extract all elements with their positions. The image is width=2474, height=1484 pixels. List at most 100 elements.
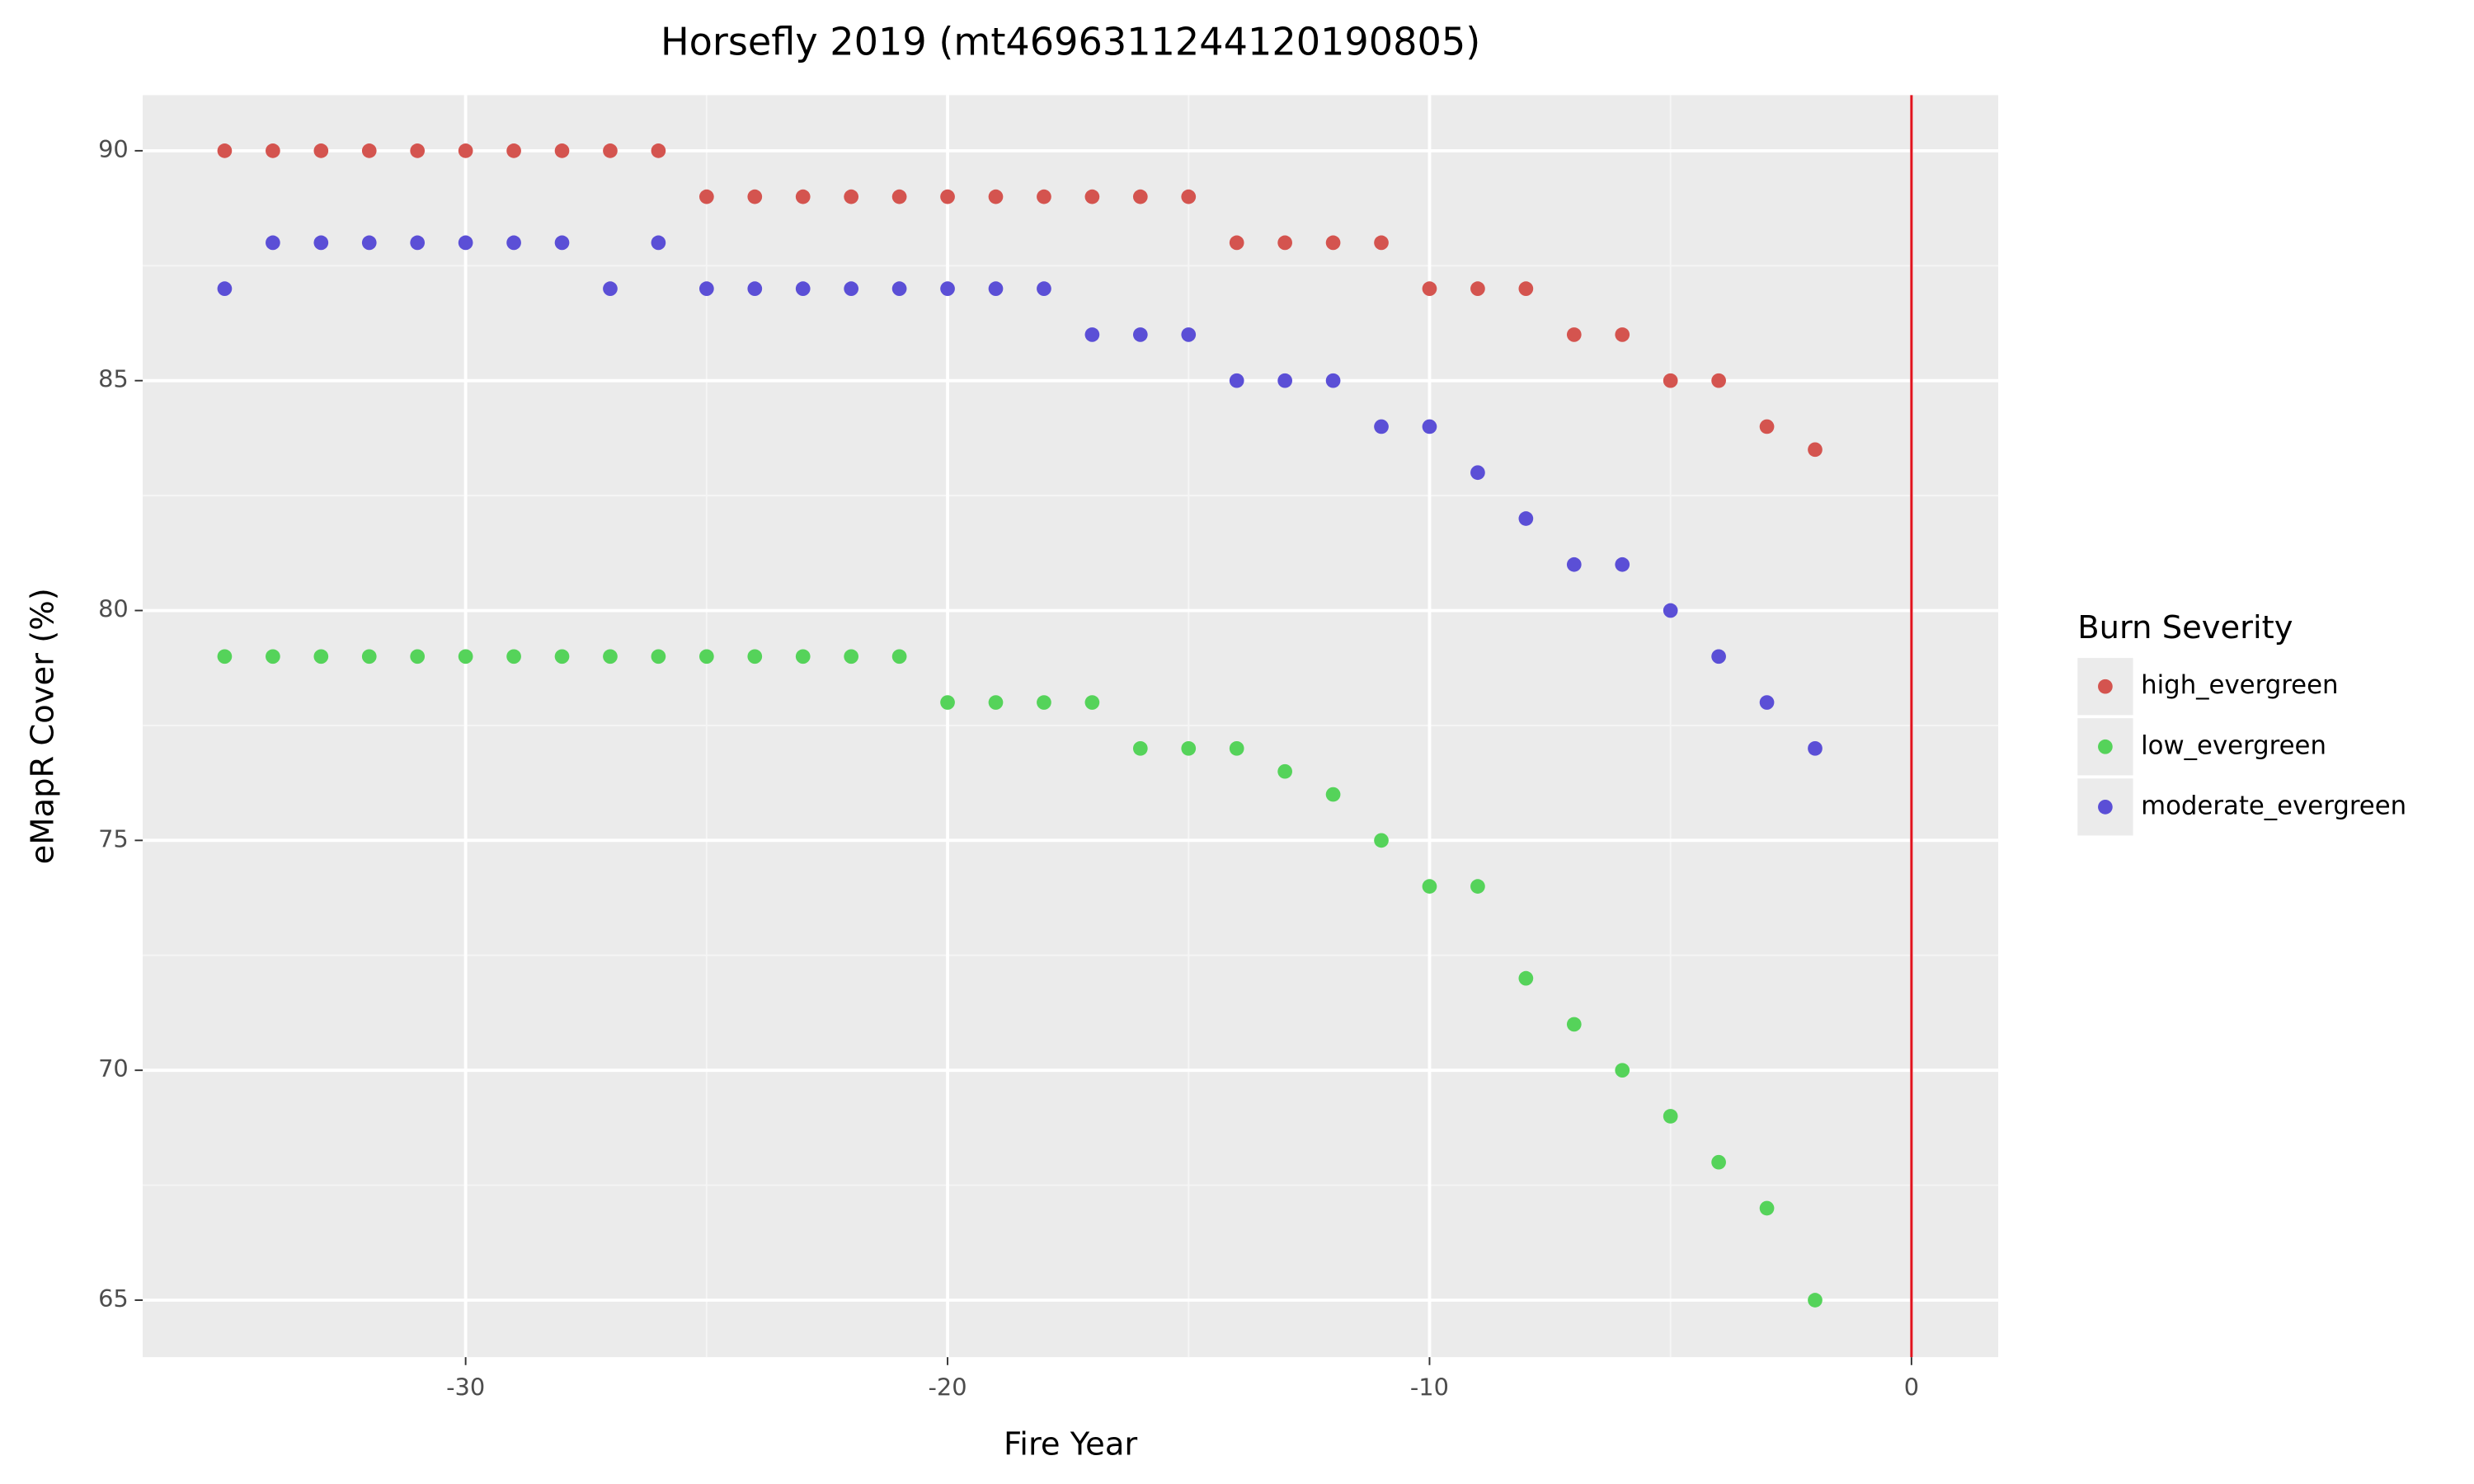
data-point (1132, 189, 1148, 204)
y-tick-label: 65 (98, 1284, 129, 1313)
data-point (1759, 1200, 1775, 1216)
data-point (844, 649, 859, 665)
data-point (1181, 740, 1197, 756)
y-tick-label: 85 (98, 365, 129, 393)
data-point (1181, 189, 1197, 204)
data-point (1470, 879, 1485, 894)
data-point (410, 143, 426, 158)
data-point (1229, 740, 1244, 756)
data-point (795, 649, 811, 665)
data-point (1422, 879, 1437, 894)
data-point (266, 649, 280, 665)
data-point (795, 281, 811, 297)
data-point (410, 649, 426, 665)
legend-label: moderate_evergreen (2141, 791, 2406, 820)
data-point (410, 235, 426, 251)
data-point (1518, 511, 1534, 526)
data-point (458, 649, 473, 665)
data-point (506, 235, 521, 251)
data-point (1229, 235, 1244, 251)
x-tick-label: -30 (446, 1374, 485, 1402)
x-tick-label: 0 (1904, 1374, 1919, 1402)
data-point (891, 281, 907, 297)
data-point (1132, 327, 1148, 342)
data-point (1277, 373, 1292, 388)
data-point (1615, 327, 1630, 342)
data-point (217, 143, 233, 158)
data-point (698, 281, 714, 297)
y-tick-label: 70 (98, 1054, 129, 1082)
data-point (554, 143, 570, 158)
data-point (1037, 189, 1051, 204)
legend-marker (2098, 679, 2113, 694)
data-point (1518, 281, 1534, 297)
data-point (217, 281, 233, 297)
data-point (1808, 1293, 1823, 1308)
data-point (1084, 189, 1100, 204)
data-point (1325, 373, 1341, 388)
legend-label: low_evergreen (2141, 730, 2326, 760)
data-point (554, 235, 570, 251)
data-point (1711, 373, 1726, 388)
data-point (1325, 235, 1341, 251)
data-point (361, 143, 377, 158)
data-point (1615, 556, 1630, 572)
data-point (458, 235, 473, 251)
data-point (698, 189, 714, 204)
data-point (1374, 833, 1389, 848)
data-point (1037, 281, 1051, 297)
data-point (1663, 1109, 1678, 1124)
legend-marker (2098, 739, 2113, 754)
data-point (1566, 327, 1582, 342)
data-point (1470, 465, 1485, 481)
legend-title: Burn Severity (2077, 609, 2293, 646)
data-point (795, 189, 811, 204)
legend-label: high_evergreen (2141, 670, 2338, 700)
data-point (940, 281, 955, 297)
data-point (988, 189, 1004, 204)
data-point (1422, 281, 1437, 297)
data-point (1808, 442, 1823, 458)
data-point (651, 143, 666, 158)
data-point (458, 143, 473, 158)
data-point (1325, 787, 1341, 802)
y-axis-label: eMapR Cover (%) (24, 588, 61, 864)
data-point (940, 189, 955, 204)
data-point (1374, 419, 1389, 434)
data-point (1181, 327, 1197, 342)
data-point (603, 281, 618, 297)
data-point (361, 649, 377, 665)
data-point (313, 235, 329, 251)
data-point (603, 649, 618, 665)
data-point (1518, 970, 1534, 986)
data-point (988, 695, 1004, 710)
data-point (844, 281, 859, 297)
data-point (1037, 695, 1051, 710)
data-point (747, 649, 763, 665)
data-point (313, 649, 329, 665)
data-point (1759, 695, 1775, 710)
x-tick-label: -20 (929, 1374, 967, 1402)
data-point (506, 649, 521, 665)
data-point (313, 143, 329, 158)
data-point (1277, 235, 1292, 251)
data-point (1711, 649, 1726, 665)
data-point (844, 189, 859, 204)
data-point (1566, 556, 1582, 572)
data-point (361, 235, 377, 251)
data-point (266, 143, 280, 158)
data-point (1711, 1154, 1726, 1170)
data-point (1374, 235, 1389, 251)
data-point (651, 235, 666, 251)
data-point (1470, 281, 1485, 297)
data-point (1084, 327, 1100, 342)
data-point (266, 235, 280, 251)
data-point (217, 649, 233, 665)
data-point (1229, 373, 1244, 388)
data-point (1277, 763, 1292, 779)
data-point (1084, 695, 1100, 710)
data-point (747, 189, 763, 204)
y-tick-label: 80 (98, 595, 129, 623)
